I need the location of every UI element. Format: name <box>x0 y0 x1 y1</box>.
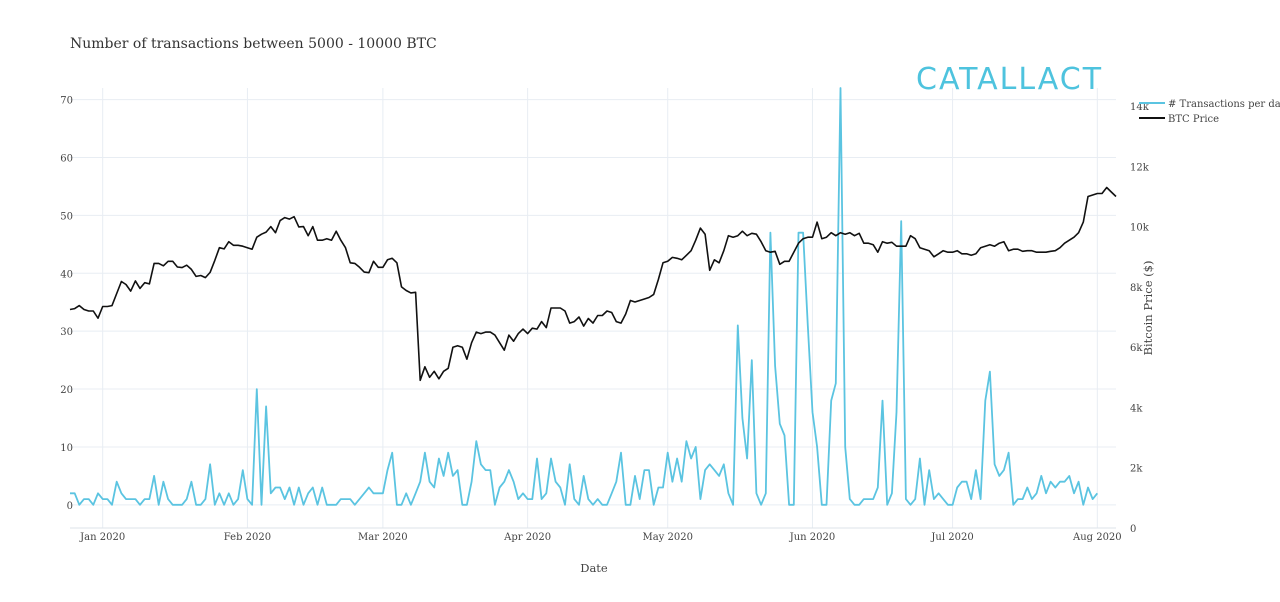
x-tick-label: Mar 2020 <box>358 532 408 543</box>
y-tick-label: 10 <box>60 443 73 454</box>
y-tick-label: 70 <box>60 96 73 107</box>
x-tick-label: Jan 2020 <box>79 532 125 543</box>
y2-tick-label: 4k <box>1130 403 1143 414</box>
x-tick-label: Jul 2020 <box>930 532 973 543</box>
legend-label-btc-price: BTC Price <box>1168 114 1219 125</box>
legend-item-transactions[interactable]: # Transactions per day <box>1139 99 1280 110</box>
y2-tick-label: 6k <box>1130 343 1143 354</box>
y-tick-label: 20 <box>60 385 73 396</box>
x-tick-label: Jun 2020 <box>789 532 836 543</box>
y-tick-label: 0 <box>67 501 73 512</box>
y2-tick-label: 2k <box>1130 464 1143 475</box>
y-tick-label: 30 <box>60 327 73 338</box>
series-line-transactions <box>70 87 1099 506</box>
x-tick-label: Aug 2020 <box>1072 532 1122 543</box>
y2-tick-label: 12k <box>1130 162 1150 173</box>
legend-label-transactions: # Transactions per day <box>1168 99 1280 110</box>
y-tick-label: 60 <box>60 153 73 164</box>
x-tick-label: Feb 2020 <box>224 532 271 543</box>
y-tick-label: 50 <box>60 211 73 222</box>
y2-tick-label: 10k <box>1130 223 1150 234</box>
y2-tick-label: 8k <box>1130 283 1143 294</box>
y2-tick-label: 14k <box>1130 102 1150 113</box>
grid <box>70 88 1116 529</box>
y-tick-label: 40 <box>60 269 73 280</box>
axes: Jan 2020 Feb 2020 Mar 2020 Apr 2020 May 2020… <box>60 96 1149 543</box>
x-tick-label: Apr 2020 <box>503 532 551 543</box>
legend-item-btc-price[interactable]: BTC Price <box>1139 114 1219 125</box>
chart-title: Number of transactions between 5000 - 10… <box>70 36 437 52</box>
x-axis-title: Date <box>580 561 608 575</box>
brand-logo-text: CATALLACT <box>916 62 1103 97</box>
legend[interactable]: # Transactions per day BTC Price <box>1139 99 1280 125</box>
brand-logo: CATALLACT <box>916 62 1103 97</box>
y2-axis-title: Bitcoin Price ($) <box>1141 261 1155 356</box>
series-line-btc-price <box>69 186 1117 382</box>
x-tick-label: May 2020 <box>642 532 692 543</box>
y2-tick-label: 0 <box>1130 524 1136 535</box>
plot-area <box>69 87 1117 506</box>
